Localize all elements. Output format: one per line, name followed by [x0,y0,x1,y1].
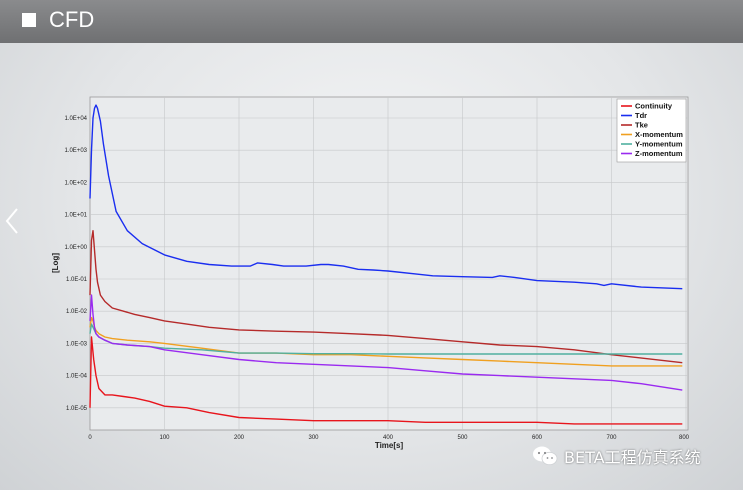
series-lines [89,104,683,425]
legend-box [616,98,687,163]
wechat-icon [533,446,558,466]
watermark-text: BETA工程仿真系统 [564,448,701,467]
series-line-z-momentum [89,294,683,391]
x-tick-label: 600 [532,435,543,441]
legend-entry: Tke [635,121,648,130]
chevron-left-icon[interactable] [2,206,22,236]
legend-entry: Z-momentum [635,149,683,158]
x-tick-label: 700 [606,435,617,441]
x-tick-labels: 0 100 200 300 400 500 600 700 800 [88,435,689,441]
y-tick-label: 1.0E-04 [66,374,88,380]
legend-entry: Tdr [635,111,647,120]
legend: ContinuityTdrTkeX-momentumY-momentumZ-mo… [616,98,687,163]
y-axis-label: [Log] [51,253,60,273]
y-tick-label: 1.0E-03 [66,341,88,347]
y-tick-label: 1.0E-02 [66,309,88,315]
y-tick-label: 1.0E+00 [64,245,87,251]
legend-entry: Y-momentum [635,140,683,149]
x-tick-label: 100 [159,435,170,441]
legend-entry: X-momentum [635,130,683,139]
watermark: BETA工程仿真系统 [532,443,701,469]
y-tick-label: 1.0E+02 [64,180,87,186]
x-tick-label: 0 [88,435,92,441]
y-tick-label: 1.0E-01 [66,277,88,283]
grid-lines [90,97,688,430]
plot-area [89,96,689,431]
y-tick-label: 1.0E+03 [64,148,87,154]
x-axis-label: Time[s] [375,441,404,450]
y-tick-label: 1.0E+01 [64,213,87,219]
page-title: CFD [49,7,95,32]
x-tick-label: 300 [308,435,319,441]
series-line-tdr [89,104,683,290]
y-tick-labels: 1.0E+04 1.0E+03 1.0E+02 1.0E+01 1.0E+00 1.0E-… [64,116,87,412]
series-line-continuity [89,336,683,425]
title-bar: CFD [0,0,743,43]
x-tick-label: 400 [383,435,394,441]
y-tick-label: 1.0E-05 [66,406,88,412]
square-icon [22,13,36,27]
x-tick-label: 200 [234,435,245,441]
series-line-tke [89,229,683,364]
y-tick-label: 1.0E+04 [64,116,87,122]
x-tick-label: 800 [679,435,690,441]
x-tick-label: 500 [457,435,468,441]
legend-entry: Continuity [635,102,673,111]
